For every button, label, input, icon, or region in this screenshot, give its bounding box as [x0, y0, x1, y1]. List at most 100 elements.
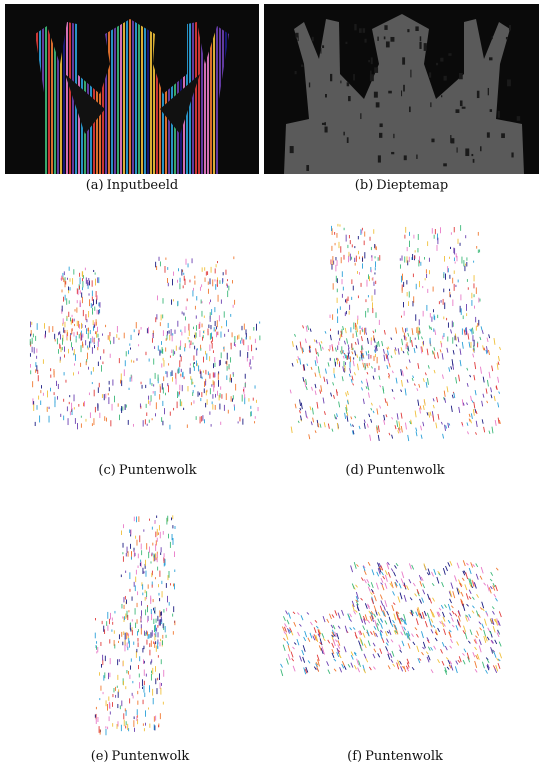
depth-noise: [377, 36, 379, 41]
cloud-point: [363, 579, 367, 584]
cloud-point: [342, 325, 345, 330]
cloud-point: [421, 346, 424, 353]
cloud-point: [481, 330, 484, 335]
cloud-point: [486, 663, 490, 669]
cloud-point: [317, 633, 321, 638]
cloud-point: [489, 586, 493, 590]
cloud-point: [432, 398, 435, 402]
cloud-point: [450, 329, 453, 334]
cloud-point: [489, 618, 493, 624]
stripe: [210, 19, 212, 174]
cloud-point: [418, 327, 421, 334]
cloud-point: [465, 614, 468, 618]
cloud-point: [394, 582, 398, 588]
cloud-point: [441, 353, 444, 360]
cloud-point: [451, 610, 455, 615]
cloud-point: [352, 360, 355, 367]
cloud-point: [430, 646, 433, 651]
cloud-point: [405, 665, 409, 670]
cloud-point: [411, 339, 413, 347]
depth-noise: [472, 158, 475, 163]
cloud-point: [317, 366, 320, 374]
cloud-point: [430, 611, 434, 618]
stripe: [141, 19, 143, 174]
cloud-point: [479, 607, 483, 610]
cloud-point: [346, 412, 349, 416]
cloud-point: [400, 578, 404, 584]
cloud-point: [414, 593, 417, 597]
cloud-point: [365, 657, 369, 663]
cloud-point: [286, 641, 290, 646]
cloud-point: [407, 351, 409, 356]
cloud-point: [285, 610, 288, 615]
cloud-point: [377, 434, 380, 441]
cloud-point: [359, 646, 363, 652]
cloud-point: [461, 601, 465, 606]
cloud-point: [433, 369, 436, 374]
cloud-point: [291, 658, 295, 662]
cloud-point: [370, 612, 373, 616]
cloud-point: [376, 571, 380, 577]
cloud-point: [366, 381, 369, 388]
depth-noise: [489, 57, 493, 61]
cloud-point: [353, 651, 357, 655]
cloud-point: [401, 338, 404, 346]
cloud-point: [379, 384, 382, 388]
cloud-point: [483, 426, 486, 433]
cloud-point: [430, 618, 434, 623]
cloud-point: [472, 605, 475, 609]
depth-noise: [402, 57, 406, 65]
cloud-point: [352, 627, 356, 630]
stripe: [198, 19, 200, 174]
depth-noise: [409, 106, 411, 113]
cloud-point: [461, 341, 464, 349]
depth-noise: [461, 106, 466, 109]
cloud-point: [416, 388, 419, 392]
cloud-point: [431, 350, 434, 355]
stripe: [132, 19, 134, 174]
cloud-point: [420, 576, 424, 581]
cloud-point: [381, 584, 385, 591]
cloud-point: [431, 571, 434, 577]
cloud-point: [435, 422, 438, 429]
cloud-point: [356, 354, 359, 358]
cloud-point: [471, 579, 475, 587]
cloud-point: [494, 639, 498, 645]
cloud-point: [384, 398, 387, 403]
cloud-point: [397, 427, 400, 431]
cloud-point: [334, 414, 336, 420]
cloud-point: [412, 375, 415, 379]
cloud-point: [488, 430, 491, 435]
cloud-point: [490, 387, 493, 393]
cloud-point: [313, 339, 316, 343]
cloud-point: [479, 336, 482, 341]
cloud-point: [449, 645, 453, 649]
cloud-point: [440, 421, 443, 425]
cloud-point: [393, 571, 396, 577]
caption-c: (c) Puntenwolk: [25, 463, 270, 479]
caption-f-label: (f): [347, 749, 363, 764]
stripe: [171, 19, 173, 174]
stripe: [231, 4, 233, 174]
cloud-point: [466, 562, 469, 566]
caption-b: (b) Dieptemap: [264, 178, 539, 194]
cloud-point: [424, 372, 427, 376]
cloud-point: [457, 336, 460, 343]
cloud-point: [486, 636, 490, 641]
depth-noise: [429, 72, 432, 78]
cloud-point: [361, 387, 363, 391]
stripe: [180, 19, 182, 174]
cloud-point: [383, 604, 386, 611]
cloud-point: [350, 662, 354, 668]
cloud-point: [347, 352, 350, 360]
depth-noise: [497, 110, 500, 118]
cloud-point: [417, 363, 420, 369]
cloud-point: [468, 567, 472, 575]
stripe: [162, 19, 164, 174]
cloud-point: [433, 645, 437, 650]
cloud-point: [437, 570, 441, 574]
cloud-point: [374, 345, 377, 352]
cloud-point: [367, 386, 370, 391]
cloud-point: [312, 417, 315, 423]
cloud-point: [398, 421, 401, 428]
